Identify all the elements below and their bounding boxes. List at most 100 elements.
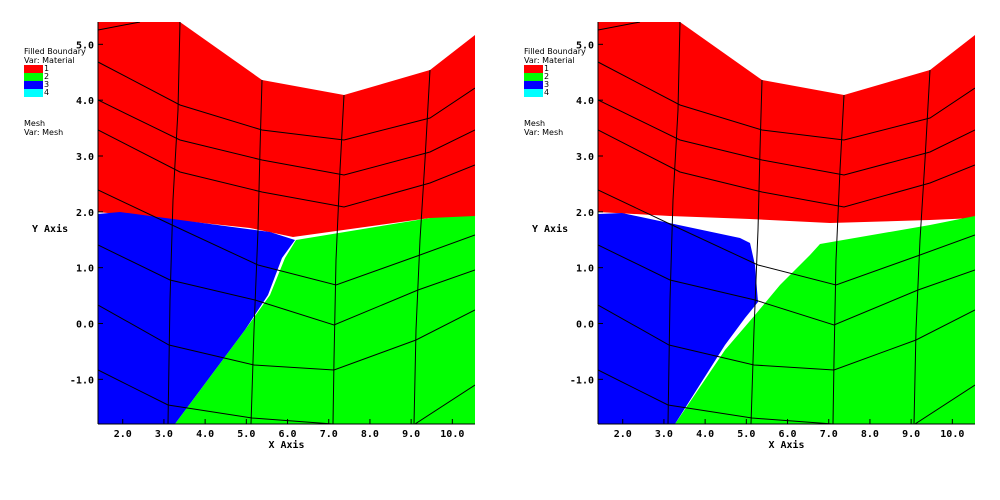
mesh-line — [913, 69, 931, 424]
x-tick-label: 7.0 — [320, 429, 338, 440]
y-tick-label: -1.0 — [570, 375, 594, 386]
x-tick-label: 8.0 — [861, 429, 879, 440]
legend-swatch-material-2 — [24, 73, 43, 81]
legend-boundary-var: Var: Material — [524, 56, 575, 65]
x-tick-label: 9.0 — [402, 429, 420, 440]
mesh-line — [598, 129, 975, 208]
legend-label-material-3: 3 — [44, 80, 50, 89]
mesh-line — [167, 22, 181, 424]
legend-swatch-material-1 — [24, 65, 43, 73]
legend-label-material-3: 3 — [544, 80, 550, 89]
plot-area — [98, 22, 475, 424]
mesh-line — [98, 22, 141, 31]
mesh-line — [598, 244, 975, 326]
legend-swatch-material-3 — [524, 81, 543, 89]
y-tick-label: 0.0 — [76, 320, 94, 331]
y-tick-label: 5.0 — [576, 40, 594, 51]
y-tick-label: 2.0 — [76, 208, 94, 219]
region-material-2 — [175, 216, 475, 424]
mesh-line — [598, 22, 641, 31]
mesh-plot-right: 2.0 3.0 4.0 5.0 6.0 7.0 8.0 9.0 10.05.04.03.02.0… — [532, 22, 975, 451]
mesh-line — [667, 22, 681, 424]
legend-boundary-title: Filled Boundary — [524, 47, 586, 56]
mesh-line — [598, 61, 975, 141]
mesh-line — [413, 69, 431, 424]
legend-label-material-2: 2 — [44, 72, 50, 81]
mesh-line — [98, 189, 475, 286]
y-axis-title: Y Axis — [32, 223, 68, 235]
legend-swatch-material-3 — [24, 81, 43, 89]
mesh-line — [598, 304, 975, 371]
legend-label-material-4: 4 — [44, 88, 50, 97]
mesh-line — [598, 369, 834, 424]
legend-swatch-material-2 — [524, 73, 543, 81]
legend-swatch-material-4 — [24, 89, 43, 97]
x-axis-title: X Axis — [768, 439, 804, 451]
region-material-2 — [675, 216, 975, 424]
x-tick-label: 4.0 — [196, 429, 214, 440]
x-tick-label: 10.0 — [940, 429, 964, 440]
left-panel: 2.0 3.0 4.0 5.0 6.0 7.0 8.0 9.0 10.0 5.0 4.0 3.0 2.0… — [24, 22, 475, 451]
mesh-line — [914, 384, 975, 424]
legend-left: Filled Boundary Var: Material 1 2 3 4 Me… — [24, 47, 94, 137]
region-material-1 — [98, 22, 475, 237]
mesh-plot-left: 2.0 3.0 4.0 5.0 6.0 7.0 8.0 9.0 10.05.04.03.02.0… — [32, 22, 475, 451]
x-tick-label: 5.0 — [737, 429, 755, 440]
region-material-1 — [598, 22, 975, 223]
x-tick-label: 8.0 — [361, 429, 379, 440]
x-axis-title: X Axis — [268, 439, 304, 451]
mesh-line — [598, 99, 975, 176]
x-tick-label: 2.0 — [114, 429, 132, 440]
legend-mesh-title: Mesh — [524, 119, 546, 128]
mesh-line — [750, 79, 763, 424]
region-material-3 — [598, 213, 758, 424]
y-tick-label: 5.0 — [76, 40, 94, 51]
x-tick-label: 10.0 — [440, 429, 464, 440]
mesh-line — [832, 94, 845, 424]
y-tick-label: -1.0 — [70, 375, 94, 386]
x-tick-label: 5.0 — [237, 429, 255, 440]
legend-swatch-material-4 — [524, 89, 543, 97]
x-tick-label: 2.0 — [614, 429, 632, 440]
mesh-line — [98, 61, 475, 141]
legend-mesh-var: Var: Mesh — [24, 128, 64, 137]
mesh-line — [98, 369, 334, 424]
mesh-line — [98, 304, 475, 371]
legend-swatch-material-1 — [524, 65, 543, 73]
legend-mesh-var: Var: Mesh — [524, 128, 564, 137]
y-tick-label: 4.0 — [76, 96, 94, 107]
plot-area — [598, 22, 975, 424]
mesh-line — [332, 94, 345, 424]
x-tick-label: 9.0 — [902, 429, 920, 440]
legend-label-material-2: 2 — [544, 72, 550, 81]
mesh-line — [250, 79, 263, 424]
legend-label-material-1: 1 — [44, 64, 50, 73]
legend-mesh-title: Mesh — [24, 119, 46, 128]
y-tick-label: 0.0 — [576, 320, 594, 331]
x-tick-label: 7.0 — [820, 429, 838, 440]
x-tick-label: 4.0 — [696, 429, 714, 440]
x-tick-label: 3.0 — [155, 429, 173, 440]
y-tick-label: 2.0 — [576, 208, 594, 219]
y-tick-label: 4.0 — [576, 96, 594, 107]
mesh-line — [98, 129, 475, 208]
legend-boundary-var: Var: Material — [24, 56, 75, 65]
x-tick-label: 3.0 — [655, 429, 673, 440]
y-tick-label: 3.0 — [576, 152, 594, 163]
y-tick-label: 1.0 — [76, 264, 94, 275]
legend-boundary-title: Filled Boundary — [24, 47, 86, 56]
y-tick-label: 3.0 — [76, 152, 94, 163]
x-tick-label: 6.0 — [778, 429, 796, 440]
mesh-line — [598, 189, 975, 286]
mesh-line — [98, 244, 475, 326]
mesh-line — [98, 99, 475, 176]
y-tick-label: 1.0 — [576, 264, 594, 275]
mesh-line — [414, 384, 475, 424]
y-axis-title: Y Axis — [532, 223, 568, 235]
legend-label-material-4: 4 — [544, 88, 550, 97]
right-panel: 2.0 3.0 4.0 5.0 6.0 7.0 8.0 9.0 10.0 5.0 4.0 3.0 2.0… — [500, 0, 1000, 500]
region-material-3 — [98, 212, 295, 424]
x-tick-label: 6.0 — [278, 429, 296, 440]
legend-right: Filled Boundary Var: Material 1 2 3 4 Me… — [524, 47, 594, 137]
legend-label-material-1: 1 — [544, 64, 550, 73]
